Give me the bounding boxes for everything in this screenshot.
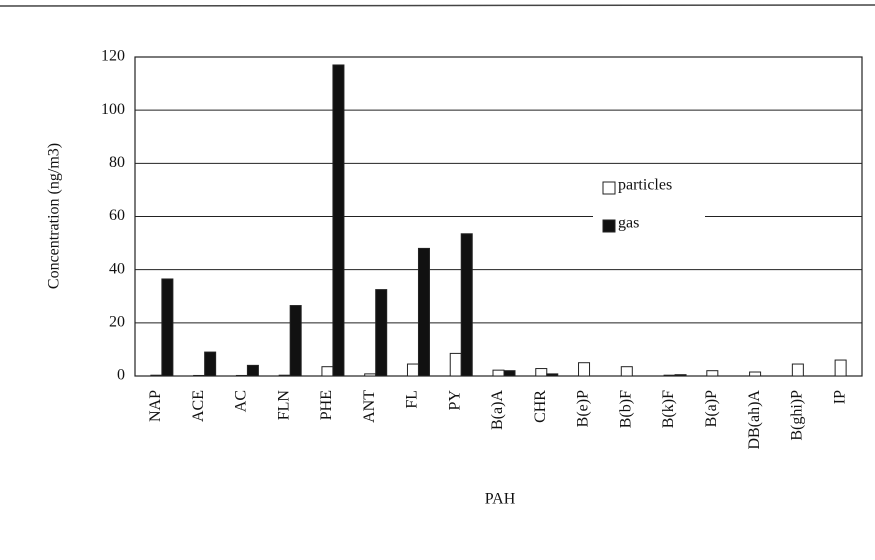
x-tick-label: B(e)P	[575, 390, 592, 427]
bar	[460, 233, 473, 377]
legend-label: particles	[618, 177, 672, 194]
bar	[161, 278, 174, 377]
bar	[503, 370, 516, 377]
y-axis-label: Concentration (ng/m3)	[46, 143, 63, 289]
bar	[364, 373, 377, 377]
bar	[246, 364, 259, 377]
x-tick-label: FL	[404, 390, 421, 409]
bar	[278, 374, 291, 377]
x-tick-label: B(b)F	[617, 390, 634, 428]
x-tick-label: ANT	[361, 390, 378, 423]
bar	[535, 368, 548, 377]
x-tick-label: B(k)F	[660, 390, 677, 428]
bar	[235, 374, 248, 377]
x-tick-label: ACE	[190, 390, 207, 422]
bar	[791, 363, 804, 377]
bar	[289, 305, 302, 377]
bar	[375, 289, 388, 377]
y-tick-label: 0	[117, 367, 125, 384]
y-tick-label: 120	[101, 48, 125, 65]
y-tick-label: 60	[109, 207, 125, 224]
y-tick-label: 80	[109, 154, 125, 171]
x-tick-label: B(a)A	[489, 390, 506, 430]
legend-label: gas	[618, 215, 639, 232]
bar	[706, 370, 719, 377]
y-tick-label: 40	[109, 260, 125, 277]
y-tick-label: 100	[101, 101, 125, 118]
x-axis-label: PAH	[485, 491, 516, 508]
legend-swatch	[602, 181, 616, 195]
legend-swatch	[602, 219, 616, 233]
bar	[620, 366, 633, 377]
bar	[578, 362, 591, 377]
x-tick-label: NAP	[147, 390, 164, 422]
x-tick-label: DB(ah)A	[746, 390, 763, 450]
x-tick-label: AC	[233, 390, 250, 412]
bar	[406, 363, 419, 377]
x-tick-label: PY	[446, 390, 463, 411]
bar	[749, 371, 762, 377]
y-tick-label: 20	[109, 314, 125, 331]
x-tick-label: B(a)P	[703, 390, 720, 427]
bar	[193, 374, 206, 377]
x-tick-label: IP	[831, 390, 848, 404]
bar	[150, 374, 163, 377]
bar	[492, 369, 505, 377]
bar	[546, 373, 559, 377]
bar	[834, 359, 847, 377]
bar	[204, 351, 217, 377]
bar	[674, 374, 687, 377]
bar	[321, 366, 334, 377]
x-tick-label: CHR	[532, 390, 549, 423]
x-tick-label: FLN	[275, 390, 292, 421]
bar	[663, 374, 676, 377]
page-rule	[0, 4, 875, 7]
x-tick-label: PHE	[318, 390, 335, 420]
bar	[417, 247, 430, 377]
bar	[449, 352, 462, 377]
bar	[332, 64, 345, 377]
x-tick-label: B(ghi)P	[789, 390, 806, 441]
